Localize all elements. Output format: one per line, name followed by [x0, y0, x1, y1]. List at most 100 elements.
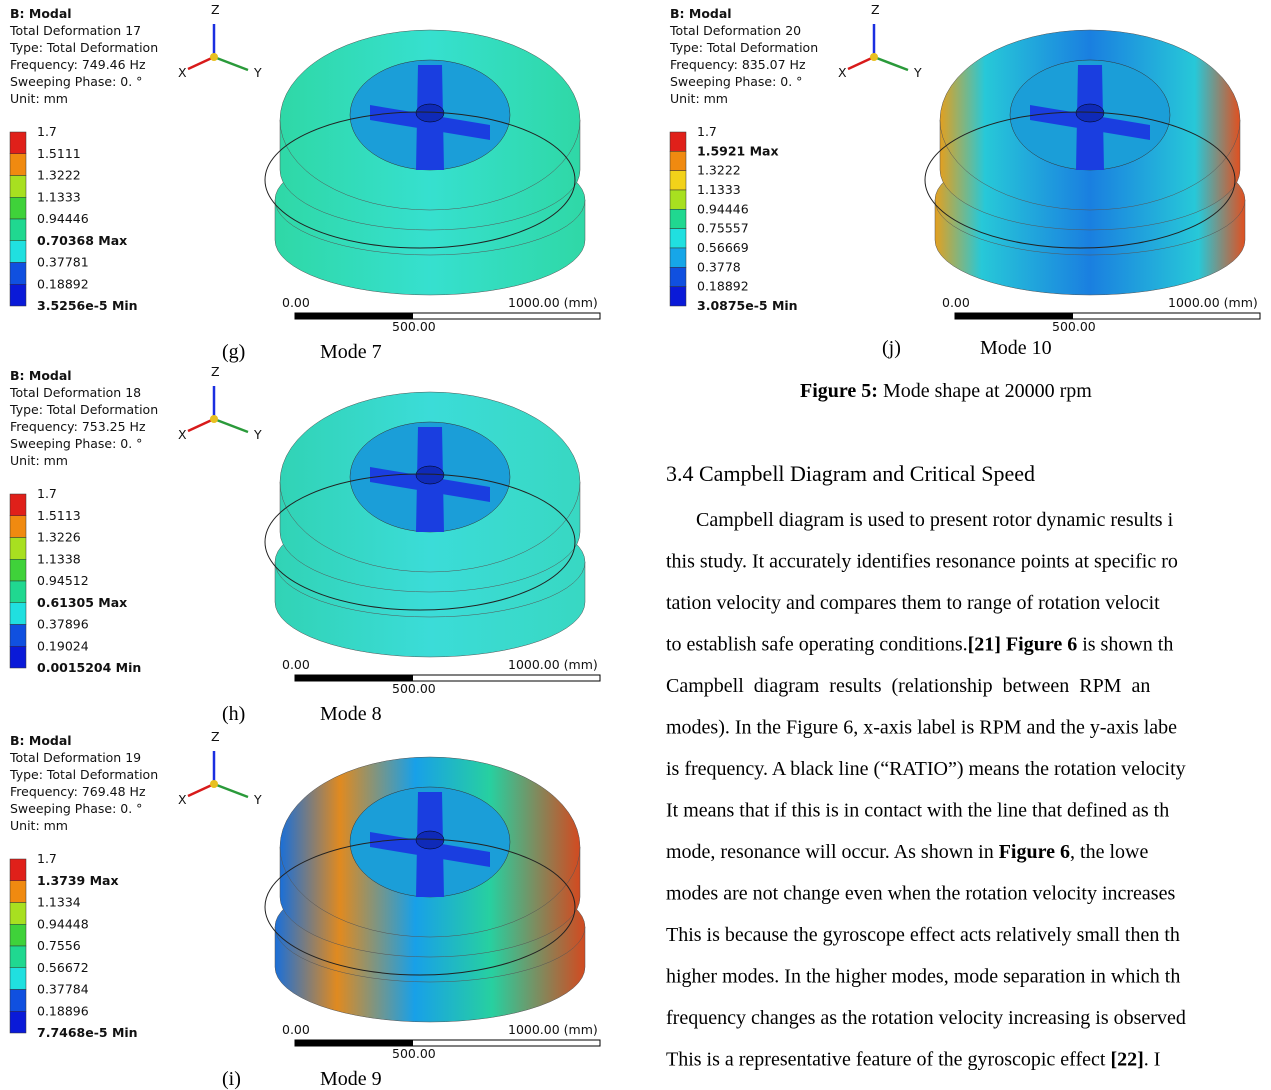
- legend-label: 3.5256e-5 Min: [37, 298, 138, 313]
- model-hub: [416, 831, 444, 849]
- triad-y: Y: [253, 427, 262, 442]
- scale-label: 500.00: [1052, 319, 1096, 334]
- result-header: Unit: mm: [10, 453, 68, 468]
- text-run: tation velocity and compares them to ran…: [666, 592, 1160, 614]
- result-header: Frequency: 769.48 Hz: [10, 784, 146, 799]
- result-header: B: Modal: [10, 733, 72, 748]
- legend-band: [670, 267, 686, 286]
- legend-band: [10, 968, 26, 990]
- legend-label: 1.5111: [37, 146, 81, 161]
- legend-band: [10, 646, 26, 668]
- legend-band: [10, 990, 26, 1012]
- legend-label: 1.1334: [37, 895, 81, 910]
- legend-label: 1.7: [37, 124, 57, 139]
- text-run: [21] Figure 6: [968, 634, 1078, 656]
- paragraph-line: modes). In the Figure 6, x-axis label is…: [666, 717, 1177, 739]
- result-header: B: Modal: [670, 6, 732, 21]
- paragraph-line: modes are not change even when the rotat…: [666, 883, 1175, 905]
- panel-letter: (g): [222, 341, 245, 363]
- triad-origin: [870, 53, 878, 61]
- result-header: Total Deformation 19: [9, 750, 141, 765]
- legend-label: 0.37784: [37, 982, 89, 997]
- legend-band: [10, 581, 26, 603]
- text-run: mode, resonance will occur. As shown in: [666, 841, 999, 863]
- legend-label: 1.7: [37, 486, 57, 501]
- scale-label: 1000.00 (mm): [508, 295, 598, 310]
- result-header: Unit: mm: [10, 91, 68, 106]
- legend-label: 0.75557: [697, 221, 749, 236]
- legend-band: [10, 494, 26, 516]
- text-run: modes). In the Figure 6, x-axis label is…: [666, 717, 1177, 739]
- legend-band: [10, 625, 26, 647]
- triad-z: Z: [211, 364, 220, 379]
- legend-label: 0.0015204 Min: [37, 660, 141, 675]
- model-hub: [416, 466, 444, 484]
- legend-label: 1.3226: [37, 530, 81, 545]
- legend-label: 1.5921 Max: [697, 143, 779, 158]
- result-header: B: Modal: [10, 368, 72, 383]
- legend-band: [10, 132, 26, 154]
- model-hub: [416, 104, 444, 122]
- legend-band: [670, 287, 686, 306]
- text-run: is shown th: [1077, 634, 1173, 656]
- result-header: Total Deformation 20: [669, 23, 801, 38]
- legend-label: 0.37896: [37, 617, 89, 632]
- paragraph-line: to establish safe operating conditions.[…: [666, 634, 1173, 656]
- legend-band: [10, 559, 26, 581]
- legend-label: 0.3778: [697, 259, 741, 274]
- triad-origin: [210, 53, 218, 61]
- paragraph-line: mode, resonance will occur. As shown in …: [666, 841, 1148, 863]
- legend-label: 1.3222: [697, 163, 741, 178]
- text-run: . I: [1144, 1049, 1161, 1071]
- paragraph-line: It means that if this is in contact with…: [666, 800, 1169, 822]
- legend-band: [670, 229, 686, 248]
- model-hub: [1076, 104, 1104, 122]
- text-run: frequency changes as the rotation veloci…: [666, 1007, 1186, 1029]
- legend-band: [10, 219, 26, 241]
- legend-label: 1.3222: [37, 168, 81, 183]
- text-run: This is a representative feature of the …: [666, 1049, 1110, 1071]
- legend-label: 0.56672: [37, 960, 89, 975]
- result-header: Sweeping Phase: 0. °: [670, 74, 802, 89]
- paragraph-line: This is a representative feature of the …: [666, 1049, 1160, 1071]
- panel-mode: Mode 7: [320, 341, 382, 363]
- section-title: 3.4 Campbell Diagram and Critical Speed: [666, 461, 1035, 486]
- legend-label: 1.1333: [37, 189, 81, 204]
- legend-label: 3.0875e-5 Min: [697, 298, 798, 313]
- legend-band: [670, 132, 686, 151]
- result-header: Frequency: 753.25 Hz: [10, 419, 146, 434]
- panel-mode: Mode 8: [320, 703, 382, 725]
- scale-label: 0.00: [282, 1022, 310, 1037]
- legend-label: 7.7468e-5 Min: [37, 1025, 138, 1040]
- mode-panel: B: ModalTotal Deformation 20Type: Total …: [669, 2, 1260, 359]
- triad-y: Y: [913, 65, 922, 80]
- triad-x: X: [838, 65, 847, 80]
- scale-label: 0.00: [282, 657, 310, 672]
- legend-label: 1.7: [37, 851, 57, 866]
- legend-band: [670, 171, 686, 190]
- text-run: [22]: [1110, 1049, 1143, 1071]
- paper-page: Figure 5:Mode shape at 20000 rpm 3.4 Cam…: [0, 0, 1271, 1090]
- axis-y: [214, 784, 248, 797]
- triad-x: X: [178, 65, 187, 80]
- legend-label: 0.18892: [697, 279, 749, 294]
- legend-label: 0.61305 Max: [37, 595, 127, 610]
- legend-band: [10, 263, 26, 285]
- result-header: Type: Total Deformation: [9, 767, 158, 782]
- triad-origin: [210, 780, 218, 788]
- legend-band: [10, 516, 26, 538]
- legend-label: 1.7: [697, 124, 717, 139]
- text-run: modes are not change even when the rotat…: [666, 883, 1175, 905]
- result-header: B: Modal: [10, 6, 72, 21]
- legend-band: [10, 946, 26, 968]
- legend-label: 0.18896: [37, 1003, 89, 1018]
- text-run: This is because the gyroscope effect act…: [666, 924, 1180, 946]
- scale-label: 1000.00 (mm): [508, 657, 598, 672]
- panel-letter: (j): [882, 337, 901, 359]
- caption-label: Figure 5:: [800, 380, 878, 402]
- page: Figure 5:Mode shape at 20000 rpm 3.4 Cam…: [0, 0, 1271, 1090]
- legend-band: [10, 881, 26, 903]
- triad-y: Y: [253, 792, 262, 807]
- triad-z: Z: [871, 2, 880, 17]
